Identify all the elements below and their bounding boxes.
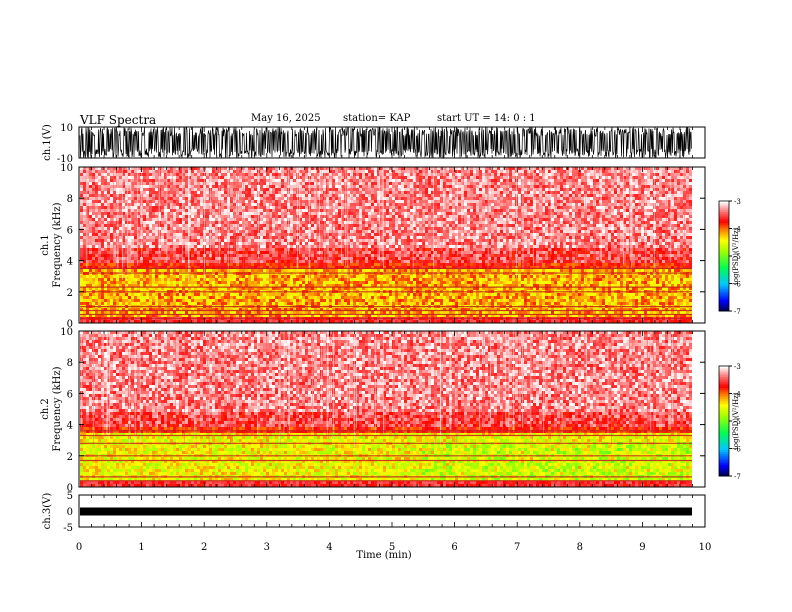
x-tick-label: 10	[699, 542, 712, 553]
x-tick-label: 7	[514, 542, 520, 553]
ch3-ylabel: ch.3(V)	[42, 493, 53, 530]
x-tick-label: 3	[264, 542, 270, 553]
ch1-spectrogram-ylabel: Frequency (kHz)	[52, 202, 63, 287]
ch1-spectrogram-colorbar-tick: -5	[734, 253, 741, 261]
ch2-spectrogram-channel-label: ch.2	[40, 398, 51, 420]
ch2-spectrogram-ytick: 0	[67, 483, 73, 494]
ch1-spectrogram-ytick: 8	[67, 194, 73, 205]
ch3-ytick: 5	[67, 491, 73, 502]
ch1-spectrogram-colorbar-tick: -4	[734, 226, 741, 234]
ch2-spectrogram-colorbar-label: log(PSD)(V²/Hz)	[732, 392, 740, 449]
x-tick-label: 5	[389, 542, 395, 553]
ch1-spectrogram-colorbar-tick: -3	[734, 198, 741, 206]
ch1-spectrogram-ytick: 0	[67, 319, 73, 330]
x-tick-label: 0	[76, 542, 82, 553]
ch2-spectrogram-heatmap	[80, 331, 705, 487]
ch1-spectrogram-blank-area	[692, 167, 705, 323]
ch2-spectrogram-ylabel: Frequency (kHz)	[52, 366, 63, 451]
ch1-spectrogram-colorbar	[718, 200, 732, 312]
ch2-spectrogram-ytick: 2	[67, 452, 73, 463]
ch2-spectrogram-ytick: 10	[60, 327, 73, 338]
ch2-spectrogram-ytick: 8	[67, 358, 73, 369]
ch1-waveform-plot	[79, 125, 692, 160]
x-tick-label: 2	[201, 542, 207, 553]
ch1-ytick-bottom: -10	[57, 154, 73, 165]
ch1-spectrogram-ytick: 6	[67, 225, 73, 236]
x-tick-label: 1	[138, 542, 144, 553]
ch1-ytick-top: 10	[60, 123, 73, 134]
date-label: May 16, 2025	[251, 113, 321, 124]
ch2-spectrogram-colorbar-tick: -5	[734, 418, 741, 426]
ch1-ylabel: ch.1(V)	[42, 124, 53, 161]
ch2-spectrogram-colorbar-tick: -7	[734, 473, 741, 481]
ch1-spectrogram-colorbar-label: log(PSD)(V²/Hz)	[732, 227, 740, 284]
station-label: station= KAP	[343, 113, 410, 124]
x-tick-label: 4	[326, 542, 332, 553]
ch1-spectrogram-colorbar-tick: -7	[734, 308, 741, 316]
ch1-waveform-line	[79, 125, 692, 160]
ch1-spectrogram-ytick: 4	[67, 257, 73, 268]
ch2-spectrogram-colorbar-tick: -3	[734, 363, 741, 371]
ch2-spectrogram-ytick: 6	[67, 389, 73, 400]
ch1-spectrogram-channel-label: ch.1	[40, 234, 51, 256]
ch2-spectrogram-colorbar-tick: -6	[734, 446, 741, 454]
ch1-spectrogram-colorbar-tick: -6	[734, 281, 741, 289]
ch1-spectrogram-heatmap	[80, 167, 705, 323]
ch1-spectrogram-ytick: 10	[60, 163, 73, 174]
x-tick-label: 8	[577, 542, 583, 553]
x-tick-label: 6	[451, 542, 457, 553]
ch2-spectrogram-blank-area	[692, 331, 705, 487]
ch2-spectrogram-ytick: 4	[67, 421, 73, 432]
x-tick-label: 9	[639, 542, 645, 553]
start-time-label: start UT = 14: 0 : 1	[437, 113, 536, 124]
x-axis-label: Time (min)	[356, 550, 411, 561]
ch1-spectrogram-ytick: 2	[67, 288, 73, 299]
ch2-spectrogram-colorbar-tick: -4	[734, 391, 741, 399]
ch2-spectrogram-colorbar	[718, 365, 732, 477]
ch3-ytick: -5	[63, 523, 73, 534]
ch3-waveform-line	[80, 507, 692, 516]
ch3-ytick: 0	[67, 507, 73, 518]
chart-title: VLF Spectra	[80, 113, 156, 127]
